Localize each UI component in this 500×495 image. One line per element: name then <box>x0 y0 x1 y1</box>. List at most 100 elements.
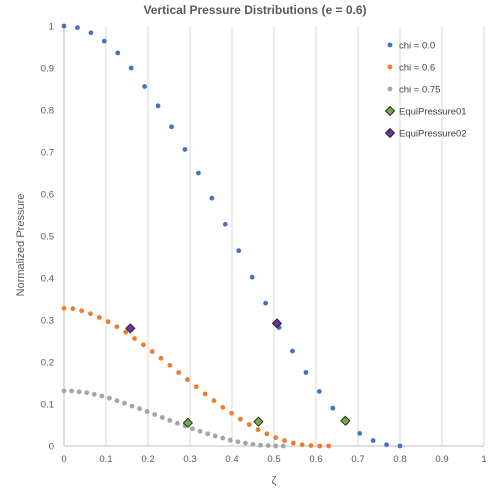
data-point <box>273 443 279 449</box>
data-point <box>222 221 228 227</box>
x-tick-labels: 0 0.1 0.2 0.3 0.4 0.5 0.6 0.7 0.8 0.9 1 <box>61 454 486 465</box>
data-point <box>75 25 80 31</box>
data-point <box>220 435 226 441</box>
data-point <box>211 398 217 404</box>
data-point <box>175 420 180 426</box>
series-equipressure02 <box>125 318 283 334</box>
data-point <box>167 362 173 368</box>
data-point <box>317 443 323 449</box>
legend: chi = 0.0 chi = 0.6 chi = 0.75 EquiPressure… <box>384 41 467 140</box>
legend-label: EquiPressure02 <box>399 129 467 140</box>
x-tick-label: 0.1 <box>99 454 112 465</box>
legend-marker <box>384 105 396 117</box>
data-point <box>316 389 322 394</box>
data-point <box>158 355 164 361</box>
y-tick-label: 0.3 <box>41 316 54 327</box>
legend-label: chi = 0.75 <box>399 85 440 96</box>
data-point <box>140 342 146 348</box>
data-point <box>182 417 194 429</box>
legend-marker <box>387 42 393 48</box>
y-tick-label: 0.6 <box>41 190 54 201</box>
data-point <box>152 412 158 417</box>
data-point <box>70 306 76 312</box>
data-point <box>185 377 190 383</box>
data-point <box>61 23 67 29</box>
legend-marker <box>387 86 393 92</box>
x-axis-label: ζ <box>272 475 277 487</box>
data-point <box>238 416 243 422</box>
data-point <box>308 443 314 448</box>
data-points <box>61 23 403 449</box>
legend-label: chi = 0.6 <box>399 63 435 74</box>
data-point <box>205 431 211 437</box>
data-point <box>255 427 261 433</box>
data-point <box>357 431 363 436</box>
data-point <box>91 391 97 397</box>
y-tick-label: 0 <box>49 442 54 453</box>
data-point <box>76 389 82 395</box>
data-point <box>142 84 148 89</box>
data-point <box>227 437 233 443</box>
data-point <box>253 416 264 427</box>
data-point <box>88 311 93 317</box>
data-point <box>370 438 376 443</box>
series-equipressure01 <box>182 415 351 429</box>
data-point <box>144 409 150 414</box>
data-point <box>236 248 242 254</box>
data-point <box>303 370 309 375</box>
data-point <box>229 410 234 416</box>
y-tick-label: 0.2 <box>41 358 54 369</box>
data-point <box>197 428 203 434</box>
y-axis-label: Normalized Pressure <box>15 194 27 297</box>
data-point <box>384 442 389 448</box>
y-tick-label: 0.8 <box>41 106 54 117</box>
data-point <box>290 348 295 354</box>
y-tick-label: 0.7 <box>41 148 54 159</box>
data-point <box>220 404 226 410</box>
y-tick-label: 1 <box>49 22 54 33</box>
data-point <box>209 195 215 201</box>
y-tick-labels: 0 0.1 0.2 0.3 0.4 0.5 0.6 0.7 0.8 0.9 1 <box>41 22 54 453</box>
data-point <box>114 324 120 330</box>
gridlines <box>105 26 485 446</box>
x-tick-label: 1 <box>481 454 486 465</box>
series-chi-0-0 <box>61 23 403 449</box>
x-tick-label: 0.2 <box>141 454 154 465</box>
data-point <box>264 431 270 437</box>
data-point <box>115 50 121 56</box>
legend-marker <box>387 64 393 70</box>
data-point <box>125 323 136 334</box>
x-tick-label: 0.3 <box>183 454 196 465</box>
data-point <box>243 440 248 446</box>
data-point <box>137 406 143 412</box>
data-point <box>101 38 107 44</box>
y-tick-label: 0.5 <box>41 232 54 243</box>
series-chi-0-6 <box>61 305 331 449</box>
data-point <box>193 384 199 390</box>
data-point <box>326 443 331 449</box>
data-point <box>249 274 255 280</box>
data-point <box>128 65 134 71</box>
data-point <box>123 329 129 335</box>
data-point <box>149 349 155 354</box>
y-tick-label: 0.4 <box>41 274 54 285</box>
data-point <box>167 417 173 423</box>
data-point <box>155 103 161 109</box>
data-point <box>122 400 127 406</box>
series-chi-0-75 <box>61 388 286 449</box>
x-tick-label: 0.7 <box>351 454 364 465</box>
x-tick-label: 0 <box>61 454 66 465</box>
data-point <box>212 433 218 439</box>
data-point <box>176 370 182 375</box>
data-point <box>105 319 111 325</box>
data-point <box>299 442 305 448</box>
x-tick-label: 0.4 <box>225 454 238 465</box>
data-point <box>250 441 256 447</box>
y-tick-label: 0.9 <box>41 64 54 75</box>
data-point <box>132 336 137 341</box>
data-point <box>246 422 252 427</box>
x-tick-label: 0.6 <box>309 454 322 465</box>
data-point <box>330 405 336 411</box>
